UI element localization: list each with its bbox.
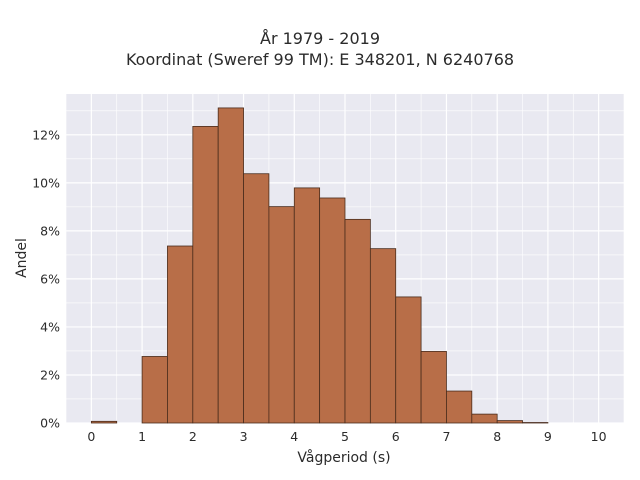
x-tick-label: 2 [189, 429, 197, 444]
x-tick-label: 4 [290, 429, 298, 444]
x-tick-label: 6 [392, 429, 400, 444]
histogram-bar [420, 351, 447, 424]
histogram-bar [90, 420, 118, 424]
histogram-bar [319, 197, 346, 424]
histogram-bar [141, 356, 168, 424]
y-axis-ticks: 0% 2% 4% 6% 8% 10% 12% [32, 127, 60, 430]
x-tick-label: 3 [240, 429, 248, 444]
y-tick-label: 8% [40, 223, 60, 238]
histogram-bar [496, 420, 523, 424]
x-tick-label: 5 [341, 429, 349, 444]
y-axis-label: Andel [14, 238, 30, 278]
x-axis-ticks: 0 1 2 3 4 5 6 7 8 9 10 [87, 429, 606, 444]
histogram-bar [217, 107, 244, 424]
histogram-bar [369, 248, 397, 424]
histogram-bar [395, 296, 422, 424]
histogram-bar [268, 206, 295, 424]
histogram-bar [471, 413, 498, 424]
y-tick-label: 2% [40, 367, 60, 382]
x-tick-label: 10 [591, 429, 607, 444]
histogram-bar [293, 187, 321, 424]
x-axis-label: Vågperiod (s) [297, 449, 390, 466]
histogram-bar [167, 245, 194, 424]
histogram-bar [192, 126, 219, 424]
y-tick-label: 0% [40, 416, 60, 431]
x-tick-label: 8 [493, 429, 501, 444]
chart-title-line-2: Koordinat (Sweref 99 TM): E 348201, N 62… [125, 50, 515, 69]
x-tick-label: 0 [87, 429, 95, 444]
histogram-bars [90, 107, 549, 424]
histogram-bar [446, 390, 473, 424]
histogram-bar [243, 173, 270, 424]
y-tick-label: 6% [40, 271, 60, 286]
chart-title-line-1: År 1979 - 2019 [260, 29, 380, 48]
y-tick-label: 4% [40, 319, 60, 334]
histogram-bar [344, 218, 371, 424]
x-tick-label: 7 [442, 429, 450, 444]
y-tick-label: 12% [32, 127, 60, 142]
y-tick-label: 10% [32, 175, 60, 190]
x-tick-label: 9 [544, 429, 552, 444]
x-tick-label: 1 [138, 429, 146, 444]
